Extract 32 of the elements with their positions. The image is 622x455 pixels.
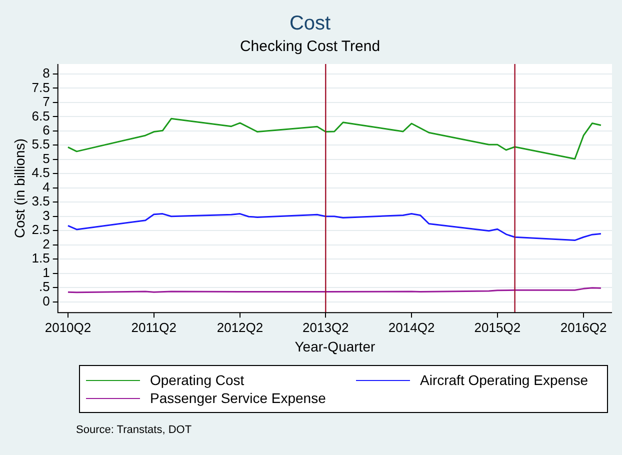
y-tick-label: 6	[42, 122, 50, 138]
legend-label: Aircraft Operating Expense	[420, 372, 588, 388]
y-tick-label: 3	[42, 208, 50, 223]
y-tick-label: 3.5	[32, 194, 50, 209]
y-tick-label: 5.5	[32, 136, 50, 152]
chart-subtitle: Checking Cost Trend	[240, 38, 380, 56]
y-tick-label: 8	[42, 66, 50, 81]
x-tick-label: 2011Q2	[131, 320, 177, 335]
x-tick-label: 2010Q2	[44, 320, 92, 335]
y-tick-label: .5	[39, 279, 50, 294]
legend-label: Passenger Service Expense	[150, 390, 326, 406]
chart-title: Cost	[289, 12, 332, 35]
y-tick-label: 4	[42, 179, 50, 194]
legend-label: Operating Cost	[150, 372, 244, 388]
y-tick-label: 6.5	[32, 108, 50, 124]
y-tick-label: 2.5	[32, 222, 50, 238]
source-note: Source: Transtats, DOT	[76, 424, 192, 436]
x-tick-label: 2012Q2	[216, 320, 264, 335]
y-tick-label: 1.5	[32, 250, 50, 266]
y-tick-label: 0	[42, 293, 50, 308]
y-tick-label: 5	[42, 150, 50, 166]
y-tick-label: 2	[42, 236, 50, 252]
x-tick-label: 2014Q2	[388, 320, 435, 335]
x-tick-label: 2015Q2	[474, 320, 521, 335]
y-tick-label: 1	[42, 264, 50, 280]
x-tick-label: 2013Q2	[302, 320, 349, 335]
y-tick-label: 7.5	[32, 80, 50, 95]
y-tick-label: 4.5	[32, 165, 50, 180]
y-tick-label: 7	[42, 94, 50, 110]
x-tick-label: 2016Q2	[560, 320, 607, 335]
x-axis-title: Year-Quarter	[294, 338, 376, 354]
y-axis-title: Cost (in billions)	[11, 138, 28, 238]
